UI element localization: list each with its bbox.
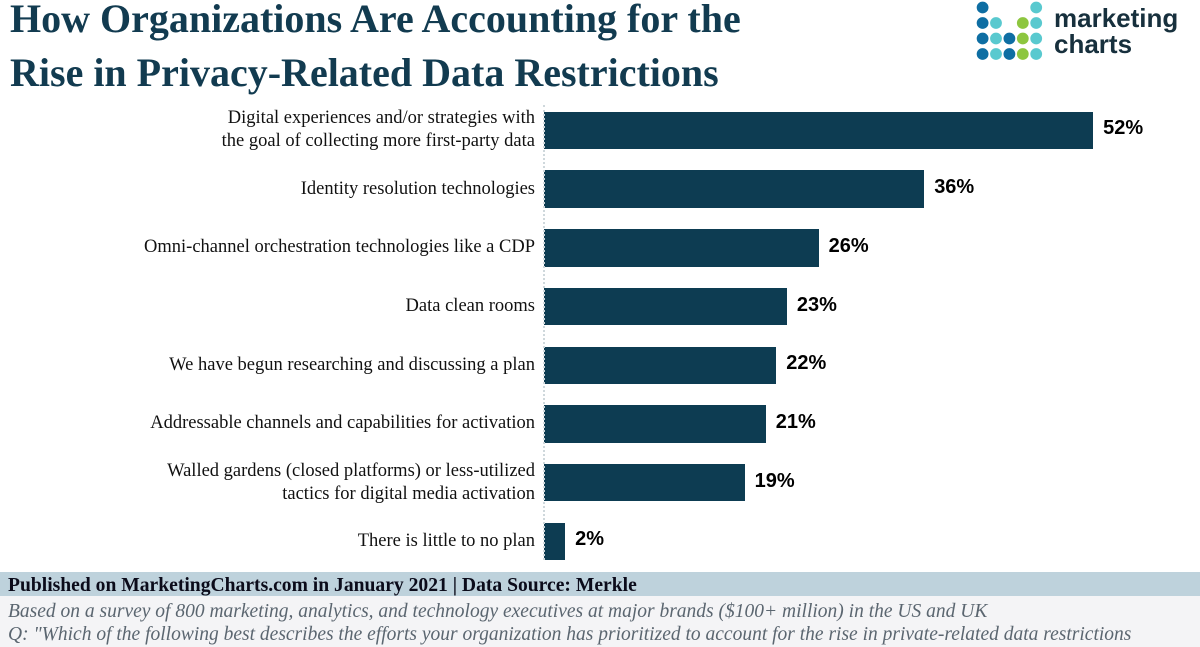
svg-text:charts: charts xyxy=(1054,29,1132,59)
